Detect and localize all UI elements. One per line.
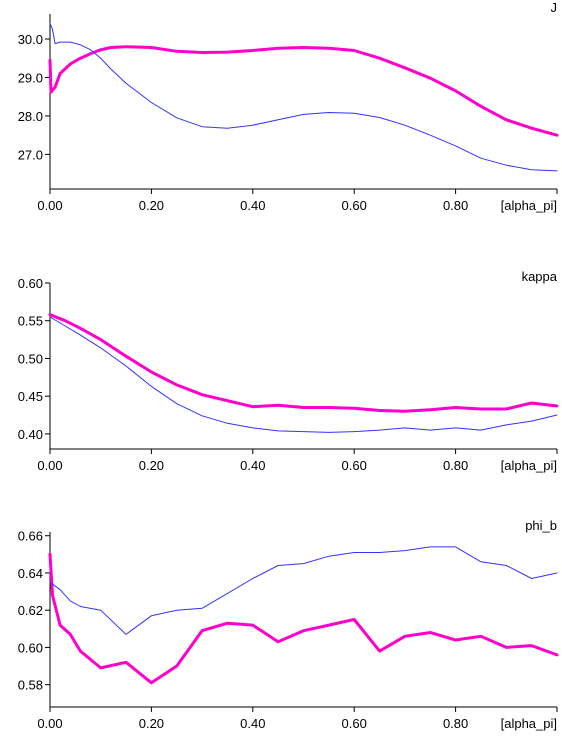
chart-panel-3: 0.00 0.20 0.40 0.60 0.80 [alpha_pi] 0.58 0.60 0.…: [18, 518, 559, 731]
x-tick-label: 0.00: [37, 458, 62, 473]
y-tick-label: 0.66: [18, 529, 43, 544]
x-tick-label: 0.60: [342, 716, 367, 731]
x-tick-label: 0.20: [139, 458, 164, 473]
y-tick-label: 0.45: [18, 389, 43, 404]
x-tick-label: 0.80: [443, 716, 468, 731]
chart-panel-1: 0.00 0.20 0.40 0.60 0.80 [alpha_pi] 27.0 28.0 29…: [18, 0, 559, 213]
series-line-2: [49, 23, 558, 172]
y-tick-label: 0.55: [18, 314, 43, 329]
x-tick-label: 0.40: [240, 198, 265, 213]
y-tick-label: 28.0: [18, 109, 43, 124]
chart-title: kappa: [522, 269, 558, 284]
chart-title: J: [551, 0, 558, 15]
chart-panel-2: 0.00 0.20 0.40 0.60 0.80 [alpha_pi] 0.40 0.45 0.…: [18, 269, 559, 473]
chart-title: phi_b: [525, 518, 557, 533]
series-line-1: [48, 552, 559, 685]
y-tick-label: 30.0: [18, 32, 43, 47]
x-tick-label: 0.00: [37, 716, 62, 731]
x-tick-label: 0.80: [443, 458, 468, 473]
y-tick-label: 0.60: [18, 640, 43, 655]
x-axis-label: [alpha_pi]: [501, 716, 557, 731]
x-tick-label: 0.00: [37, 198, 62, 213]
x-tick-label: 0.20: [139, 716, 164, 731]
y-tick-label: 0.40: [18, 427, 43, 442]
y-tick-label: 0.62: [18, 603, 43, 618]
series-line-2: [49, 316, 558, 433]
series-line-1: [48, 313, 559, 413]
y-tick-label: 0.60: [18, 276, 43, 291]
y-tick-label: 29.0: [18, 70, 43, 85]
y-tick-label: 27.0: [18, 147, 43, 162]
y-tick-label: 0.64: [18, 566, 43, 581]
x-axis-label: [alpha_pi]: [501, 458, 557, 473]
x-tick-label: 0.20: [139, 198, 164, 213]
y-tick-label: 0.50: [18, 351, 43, 366]
series-line-1: [48, 45, 559, 137]
x-tick-label: 0.60: [342, 458, 367, 473]
x-tick-label: 0.40: [240, 716, 265, 731]
x-tick-label: 0.40: [240, 458, 265, 473]
y-tick-label: 0.58: [18, 678, 43, 693]
series-line-2: [49, 546, 558, 635]
x-axis-label: [alpha_pi]: [501, 198, 557, 213]
x-tick-label: 0.80: [443, 198, 468, 213]
x-tick-label: 0.60: [342, 198, 367, 213]
